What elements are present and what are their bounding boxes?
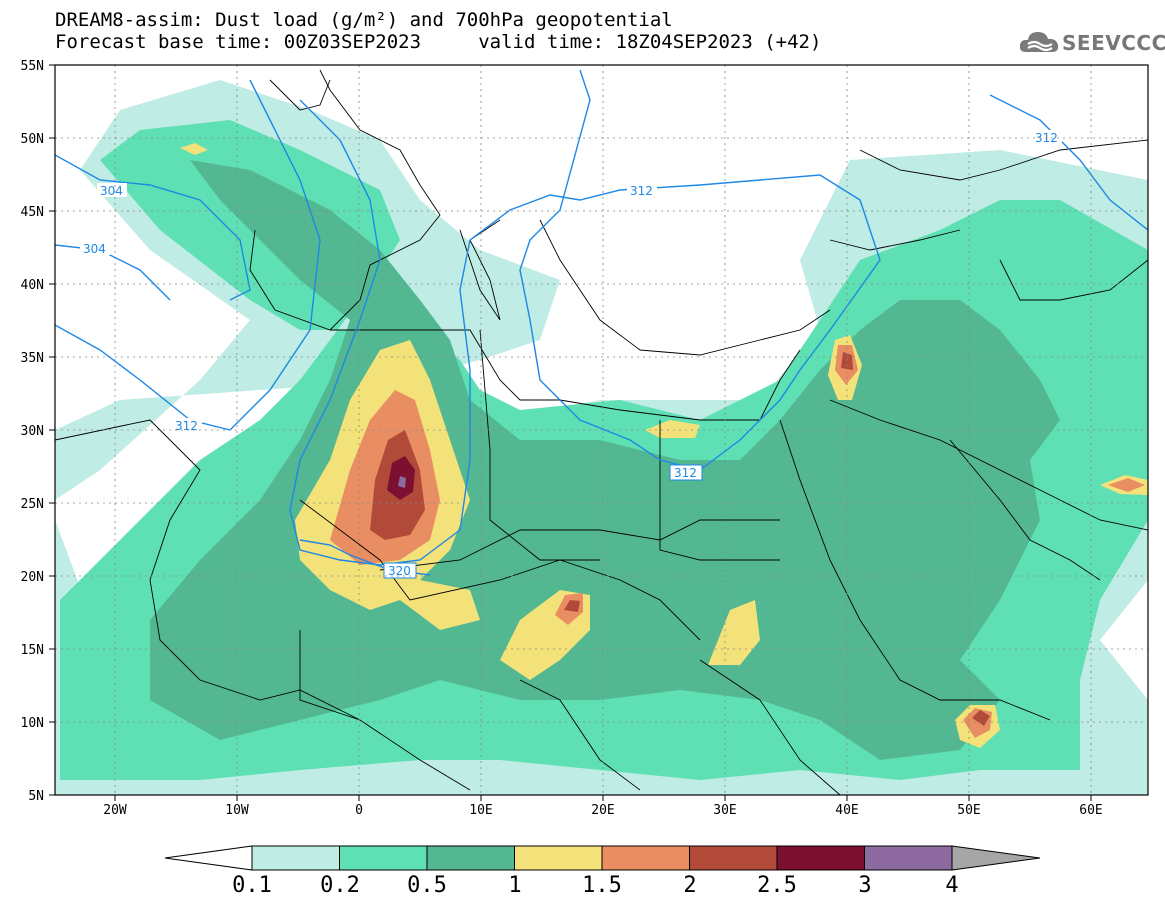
colorbar-box <box>339 845 428 871</box>
lon-label: 40E <box>835 803 858 818</box>
lon-label: 50E <box>957 803 980 818</box>
longitude-labels: 20W 10W 0 10E 20E 30E 40E 50E 60E <box>103 803 1102 818</box>
latitude-labels: 55N 50N 45N 40N 35N 30N 25N 20N 15N 10N … <box>21 59 44 804</box>
forecast-time-subtitle: Forecast base time: 00Z03SEP2023 valid t… <box>55 31 822 53</box>
plot-area: 304 304 312 312 312 312 320 <box>55 65 1148 795</box>
lat-label: 25N <box>21 497 44 512</box>
colorbar-label: 3 <box>858 873 871 898</box>
lon-label: 10E <box>469 803 492 818</box>
contour-labels: 304 304 312 312 312 312 320 <box>80 130 1062 579</box>
logo-text: SEEVCCC <box>1062 31 1165 55</box>
map-title: DREAM8-assim: Dust load (g/m²) and 700hP… <box>55 9 673 31</box>
colorbar-under-triangle <box>164 845 253 871</box>
graticule <box>55 65 1148 795</box>
colorbar-box <box>601 845 690 871</box>
colorbar-box <box>426 845 515 871</box>
seevccc-logo: SEEVCCC <box>1018 26 1165 58</box>
lon-label: 10W <box>225 803 249 818</box>
lat-label: 20N <box>21 570 44 585</box>
dust-shading <box>55 80 1148 795</box>
colorbar-label: 0.1 <box>232 873 272 898</box>
lat-label: 30N <box>21 424 44 439</box>
lon-label: 20W <box>103 803 127 818</box>
colorbar-labels: 0.1 0.2 0.5 1 1.5 2 2.5 3 4 <box>232 873 959 898</box>
colorbar-box <box>776 845 865 871</box>
lat-label: 55N <box>21 59 44 74</box>
colorbar: 0.1 0.2 0.5 1 1.5 2 2.5 3 4 <box>164 845 1041 898</box>
colorbar-label: 1 <box>508 873 521 898</box>
colorbar-label: 1.5 <box>582 873 622 898</box>
colorbar-boxes <box>251 845 953 871</box>
contour-label: 304 <box>83 242 106 256</box>
lat-label: 10N <box>21 716 44 731</box>
colorbar-label: 0.5 <box>407 873 447 898</box>
dust-layer-1 <box>645 420 700 438</box>
contour-label: 312 <box>175 419 198 433</box>
axis-ticks <box>49 64 1092 801</box>
lat-label: 15N <box>21 643 44 658</box>
colorbar-label: 0.2 <box>320 873 360 898</box>
colorbar-over-triangle <box>951 845 1041 871</box>
colorbar-label: 2.5 <box>757 873 797 898</box>
lat-label: 45N <box>21 205 44 220</box>
lon-label: 60E <box>1079 803 1102 818</box>
colorbar-box <box>689 845 778 871</box>
contour-label: 320 <box>388 564 411 578</box>
geopotential-contours <box>55 69 1148 576</box>
colorbar-label: 2 <box>683 873 696 898</box>
lon-label: 30E <box>713 803 736 818</box>
contour-label: 304 <box>100 184 123 198</box>
dust-layer-1 <box>180 143 208 155</box>
dust-layer-1.5 <box>1108 478 1145 492</box>
cloud-icon <box>1019 32 1059 52</box>
dust-layer-2 <box>564 600 580 612</box>
lat-label: 35N <box>21 351 44 366</box>
contour-label: 312 <box>674 466 697 480</box>
dust-layer-3 <box>398 476 406 488</box>
lon-label: 20E <box>591 803 614 818</box>
colorbar-label: 4 <box>945 873 958 898</box>
contour-label: 312 <box>630 184 653 198</box>
lon-label: 0 <box>355 803 363 818</box>
lat-label: 40N <box>21 278 44 293</box>
colorbar-box <box>514 845 603 871</box>
colorbar-box <box>864 845 953 871</box>
dust-layer-0.5 <box>150 160 1060 760</box>
lat-label: 5N <box>28 789 44 804</box>
colorbar-box <box>251 845 340 871</box>
lat-label: 50N <box>21 132 44 147</box>
